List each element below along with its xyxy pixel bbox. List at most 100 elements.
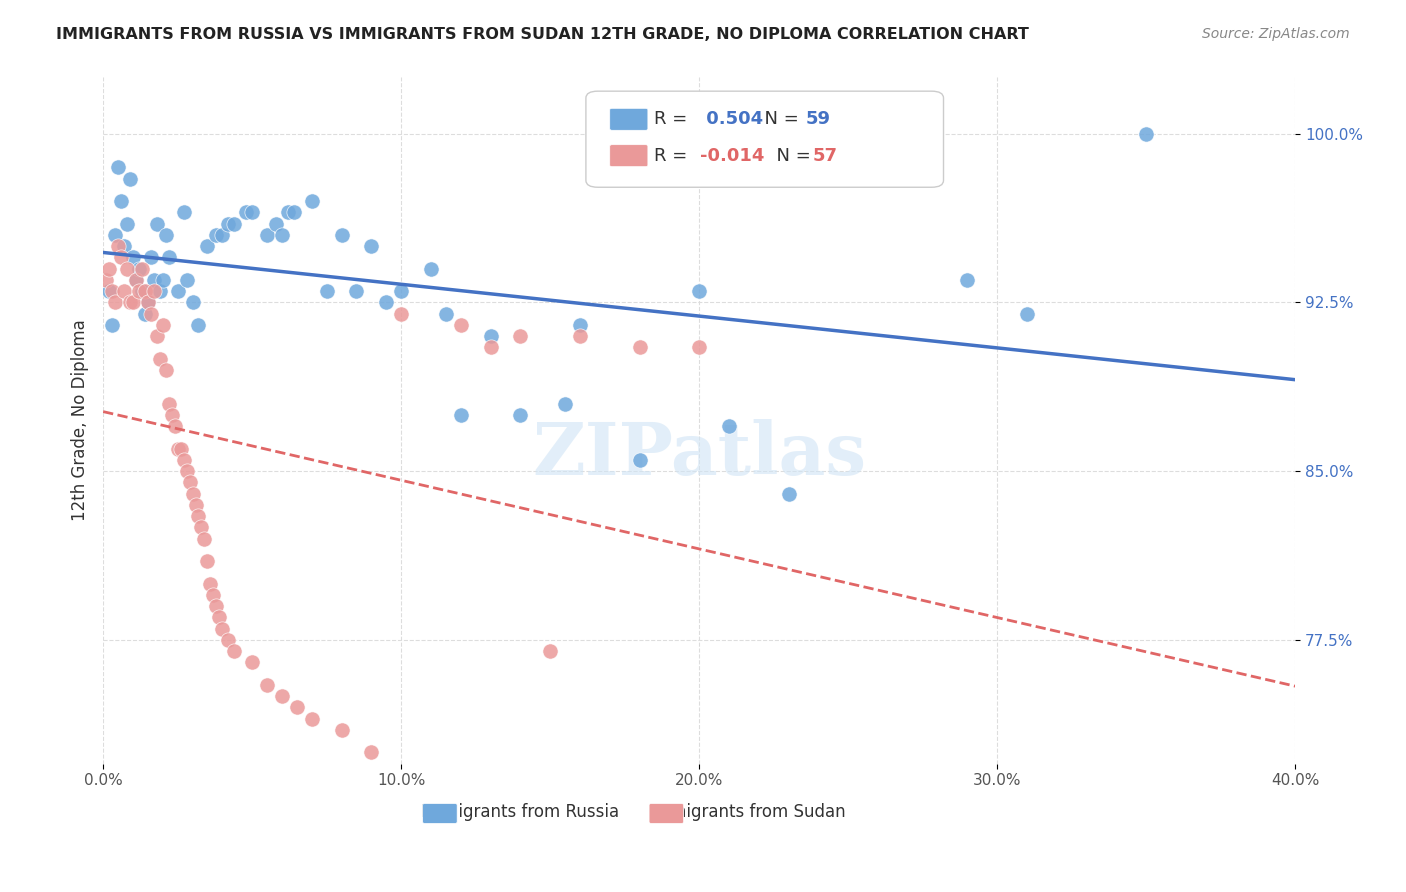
FancyBboxPatch shape (650, 804, 683, 823)
Text: N =: N = (765, 146, 817, 165)
Point (193, 532, 215, 546)
Point (190, 520, 212, 534)
Point (142, 284, 165, 298)
Point (509, 408, 531, 422)
Point (128, 284, 150, 298)
Point (110, 194, 132, 209)
Point (112, 284, 135, 298)
Point (107, 239, 129, 253)
Point (256, 227, 278, 242)
Point (98, 284, 121, 298)
Point (115, 261, 138, 276)
Point (173, 453, 195, 467)
Point (240, 205, 263, 219)
Point (142, 273, 165, 287)
Point (211, 622, 233, 636)
Point (197, 554, 219, 568)
Point (139, 307, 162, 321)
Point (235, 205, 257, 219)
Point (688, 341, 710, 355)
Point (479, 329, 502, 343)
Point (136, 295, 159, 310)
Text: R =: R = (654, 111, 693, 128)
Point (122, 295, 145, 310)
Point (104, 295, 127, 310)
Point (152, 273, 174, 287)
Point (169, 442, 191, 456)
Point (568, 318, 591, 332)
Point (277, 205, 299, 219)
Point (149, 351, 172, 366)
Point (187, 318, 209, 332)
Point (112, 239, 135, 253)
Point (125, 273, 148, 287)
FancyBboxPatch shape (586, 91, 943, 187)
Point (628, 341, 651, 355)
Point (146, 217, 169, 231)
Point (271, 227, 294, 242)
Point (202, 588, 225, 602)
Point (1135, 127, 1157, 141)
Point (301, 712, 323, 726)
Point (187, 509, 209, 524)
Point (176, 273, 198, 287)
Point (118, 171, 141, 186)
Point (554, 397, 576, 411)
Point (346, 284, 368, 298)
Point (419, 261, 441, 276)
Point (240, 656, 263, 670)
Point (956, 273, 979, 287)
Point (330, 723, 353, 737)
Point (125, 273, 148, 287)
Point (360, 746, 382, 760)
Text: 0.504: 0.504 (700, 111, 763, 128)
Point (155, 363, 177, 377)
Point (104, 227, 127, 242)
Point (122, 251, 145, 265)
Point (166, 284, 188, 298)
Point (301, 194, 323, 209)
Point (98, 261, 121, 276)
Point (160, 408, 183, 422)
Point (315, 284, 337, 298)
Point (173, 205, 195, 219)
Point (778, 486, 800, 500)
Point (134, 307, 156, 321)
Point (509, 329, 531, 343)
Point (163, 419, 186, 434)
Point (146, 329, 169, 343)
Point (450, 408, 472, 422)
Point (375, 295, 398, 310)
Point (205, 227, 228, 242)
Point (157, 251, 180, 265)
Point (208, 610, 231, 624)
Text: -0.014: -0.014 (700, 146, 765, 165)
Point (538, 644, 561, 658)
Point (211, 227, 233, 242)
Point (717, 419, 740, 434)
Point (688, 284, 710, 298)
Point (285, 700, 308, 714)
Text: Immigrants from Sudan: Immigrants from Sudan (648, 803, 845, 821)
Point (389, 307, 412, 321)
Point (94, 273, 117, 287)
FancyBboxPatch shape (610, 145, 648, 167)
Point (107, 161, 129, 175)
Point (155, 227, 177, 242)
Point (134, 284, 156, 298)
Point (101, 284, 124, 298)
Point (628, 453, 651, 467)
Point (152, 318, 174, 332)
Point (205, 599, 228, 614)
Point (389, 284, 412, 298)
Point (131, 261, 153, 276)
Point (200, 576, 222, 591)
Point (330, 227, 353, 242)
Point (224, 217, 246, 231)
Point (224, 644, 246, 658)
Point (264, 217, 287, 231)
Text: IMMIGRANTS FROM RUSSIA VS IMMIGRANTS FROM SUDAN 12TH GRADE, NO DIPLOMA CORRELATI: IMMIGRANTS FROM RUSSIA VS IMMIGRANTS FRO… (56, 27, 1029, 42)
Point (479, 341, 502, 355)
Point (181, 295, 204, 310)
Point (184, 498, 207, 512)
